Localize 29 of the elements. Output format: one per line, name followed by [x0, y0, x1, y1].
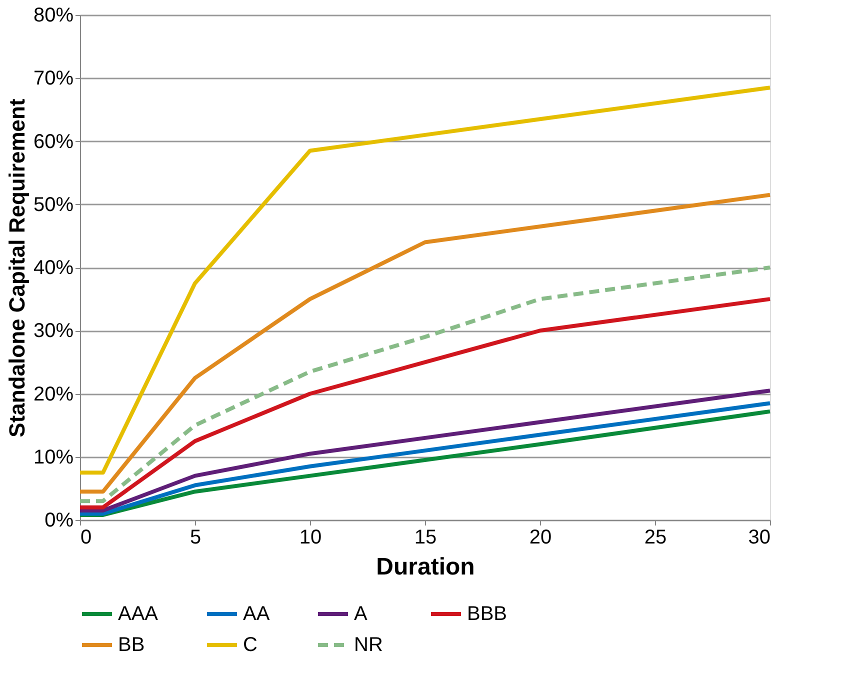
- x-tick-label: 5: [190, 526, 202, 548]
- y-tick-label: 50%: [33, 194, 74, 216]
- legend-label: AA: [243, 603, 270, 625]
- x-tick-label: 30: [748, 526, 770, 548]
- x-tick-label: 25: [644, 526, 667, 548]
- y-axis-title: Standalone Capital Requirement: [4, 98, 30, 438]
- y-tick-label: 60%: [33, 130, 74, 153]
- x-axis-title: Duration: [376, 554, 475, 580]
- legend-label: A: [354, 603, 368, 625]
- y-tick-label: 10%: [33, 446, 74, 468]
- line-series: [78, 266, 772, 504]
- y-tick-label: 40%: [33, 257, 74, 279]
- line-series: [78, 192, 772, 494]
- line-series: [78, 297, 772, 510]
- y-tick-label: 70%: [33, 68, 74, 90]
- legend-label: NR: [354, 634, 383, 656]
- y-tick-label: 20%: [33, 383, 74, 406]
- legend-label: C: [243, 634, 258, 656]
- y-tick-label: 30%: [33, 320, 74, 342]
- line-series: [78, 86, 772, 475]
- x-tick-label: 15: [414, 526, 437, 548]
- legend-label: AAA: [118, 603, 159, 625]
- x-tick-label: 0: [80, 526, 92, 548]
- y-tick-label: 0%: [44, 510, 74, 532]
- y-tick-label: 80%: [33, 4, 74, 26]
- x-tick-label: 20: [529, 526, 552, 548]
- legend-label: BB: [118, 634, 145, 656]
- legend-label: BBB: [467, 603, 508, 625]
- x-tick-label: 10: [299, 526, 322, 548]
